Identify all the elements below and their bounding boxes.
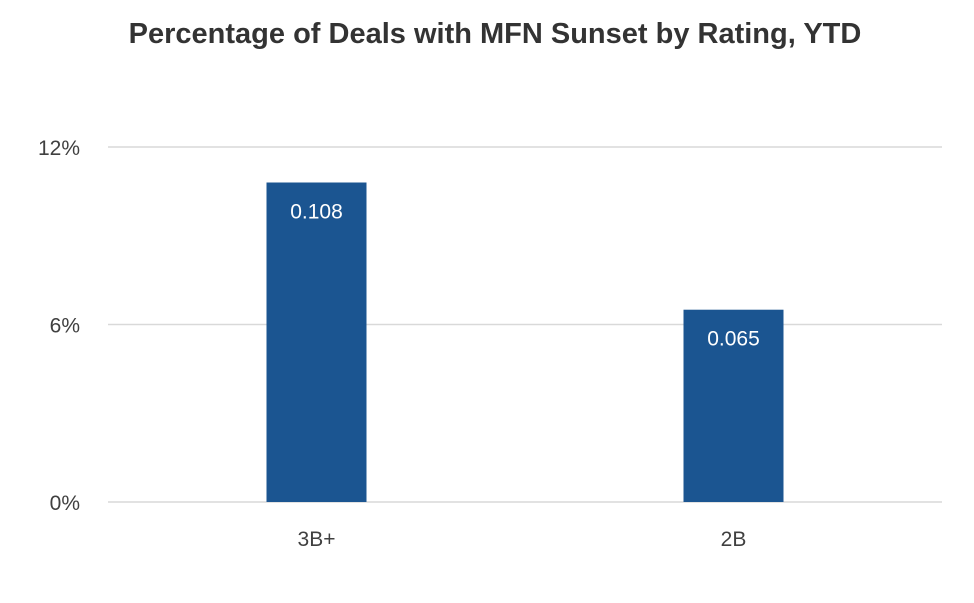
data-label: 0.108	[290, 201, 343, 224]
x-tick-label: 3B+	[298, 528, 336, 551]
bar	[266, 182, 367, 502]
data-label: 0.065	[707, 328, 760, 351]
y-tick-label: 12%	[38, 137, 80, 160]
y-tick-label: 0%	[50, 492, 80, 515]
x-tick-label: 2B	[721, 528, 747, 551]
y-tick-label: 6%	[50, 315, 80, 338]
chart-title: Percentage of Deals with MFN Sunset by R…	[128, 18, 862, 50]
bar	[683, 309, 784, 502]
